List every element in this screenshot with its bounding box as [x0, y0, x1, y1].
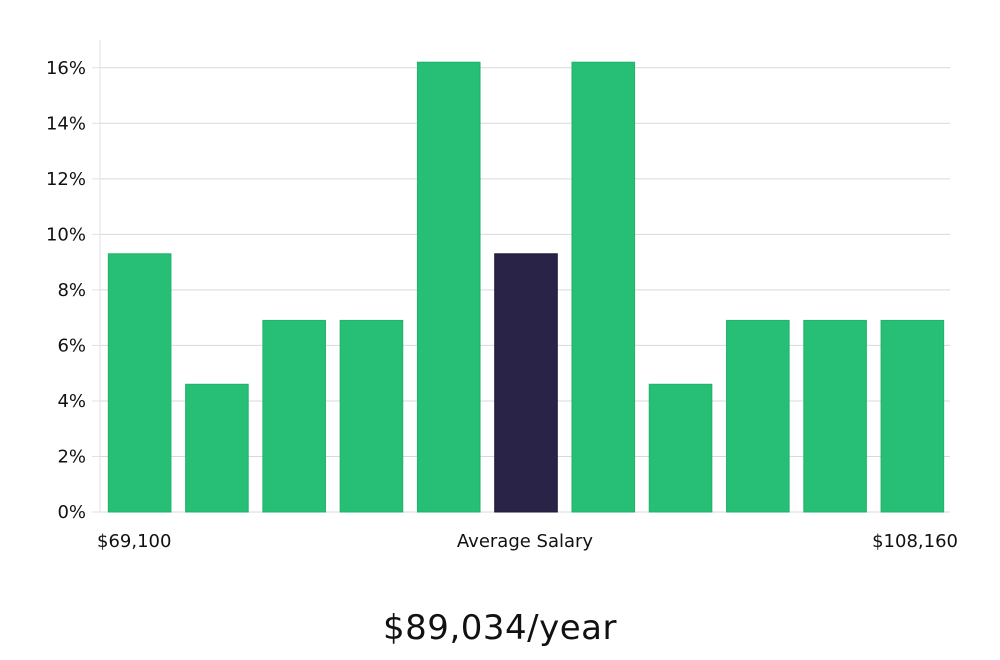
y-axis-ticks: 0% 2% 4% 6% 8% 10% 12% 14% 16% — [46, 58, 100, 523]
y-tick-label: 10% — [46, 224, 86, 245]
bar — [416, 61, 481, 513]
x-label-max-salary: $108,160 — [872, 531, 958, 552]
y-tick-label: 6% — [57, 335, 86, 356]
bar — [339, 319, 404, 513]
y-tick-label: 4% — [57, 391, 86, 412]
bar — [107, 253, 172, 513]
average-salary-caption: $89,034/year — [383, 608, 617, 648]
x-label-average-salary: Average Salary — [457, 531, 594, 552]
y-tick-label: 14% — [46, 113, 86, 134]
salary-distribution-chart: 0% 2% 4% 6% 8% 10% 12% 14% 16% $69,100 Average S… — [46, 40, 958, 552]
bars-layer — [107, 61, 945, 513]
bar — [571, 61, 636, 513]
bar — [803, 319, 867, 513]
x-label-min-salary: $69,100 — [97, 531, 171, 552]
bar — [262, 319, 326, 513]
bar — [880, 319, 945, 513]
bar — [185, 383, 249, 513]
y-tick-label: 16% — [46, 58, 86, 79]
bar — [648, 383, 713, 513]
bar-average-salary — [494, 253, 558, 513]
bar — [726, 319, 790, 513]
y-tick-label: 2% — [57, 446, 86, 467]
y-tick-label: 12% — [46, 169, 86, 190]
y-tick-label: 0% — [57, 502, 86, 523]
y-tick-label: 8% — [57, 280, 86, 301]
